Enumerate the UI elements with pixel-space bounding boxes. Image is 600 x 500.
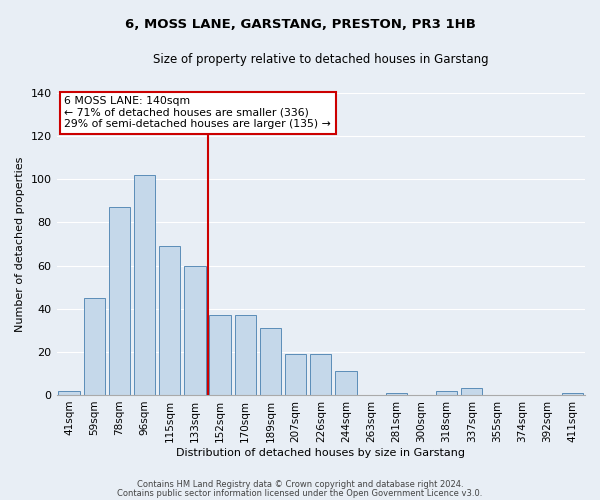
Bar <box>209 315 231 395</box>
Bar <box>159 246 181 395</box>
Bar <box>386 393 407 395</box>
Title: Size of property relative to detached houses in Garstang: Size of property relative to detached ho… <box>153 52 488 66</box>
Bar <box>235 315 256 395</box>
Bar <box>562 393 583 395</box>
Bar <box>310 354 331 395</box>
Bar <box>285 354 307 395</box>
Y-axis label: Number of detached properties: Number of detached properties <box>15 156 25 332</box>
Text: 6, MOSS LANE, GARSTANG, PRESTON, PR3 1HB: 6, MOSS LANE, GARSTANG, PRESTON, PR3 1HB <box>125 18 475 30</box>
Text: Contains HM Land Registry data © Crown copyright and database right 2024.: Contains HM Land Registry data © Crown c… <box>137 480 463 489</box>
Text: 6 MOSS LANE: 140sqm
← 71% of detached houses are smaller (336)
29% of semi-detac: 6 MOSS LANE: 140sqm ← 71% of detached ho… <box>64 96 331 130</box>
Bar <box>134 175 155 395</box>
Bar <box>436 390 457 395</box>
Bar <box>184 266 206 395</box>
Text: Contains public sector information licensed under the Open Government Licence v3: Contains public sector information licen… <box>118 488 482 498</box>
Bar <box>58 390 80 395</box>
X-axis label: Distribution of detached houses by size in Garstang: Distribution of detached houses by size … <box>176 448 465 458</box>
Bar <box>83 298 105 395</box>
Bar <box>461 388 482 395</box>
Bar <box>260 328 281 395</box>
Bar <box>109 208 130 395</box>
Bar <box>335 371 356 395</box>
